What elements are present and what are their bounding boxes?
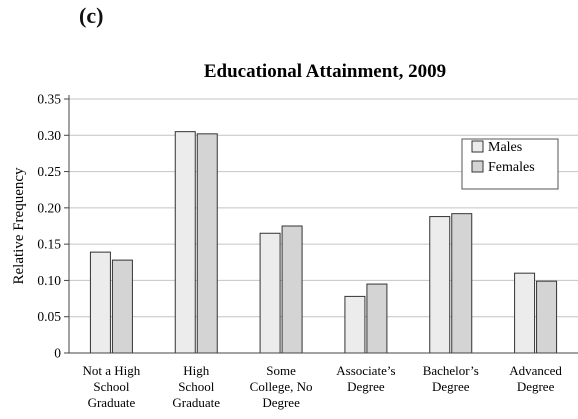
x-tick-label: School <box>93 379 130 394</box>
bar-males-5 <box>515 273 535 353</box>
bar-males-0 <box>90 252 110 353</box>
y-tick-labels: 0 0.05 0.10 0.15 0.20 0.25 0.30 0.35 <box>37 92 61 361</box>
bar-females-2 <box>282 226 302 353</box>
x-tick-label: Advanced <box>509 363 562 378</box>
x-tick-label: College, No <box>250 379 313 394</box>
x-tick-labels: Not a HighSchoolGraduateHighSchoolGradua… <box>83 363 563 410</box>
bar-females-3 <box>367 284 387 353</box>
y-tick-label: 0.25 <box>37 164 61 179</box>
y-tick-label: 0.10 <box>37 273 61 288</box>
y-tick-label: 0.20 <box>37 200 61 215</box>
y-axis-label: Relative Frequency <box>11 167 27 285</box>
bar-females-4 <box>452 214 472 353</box>
y-tick-label: 0.15 <box>37 237 61 252</box>
x-tick-label: Graduate <box>88 395 136 410</box>
chart-title: Educational Attainment, 2009 <box>204 61 446 82</box>
x-tick-label: Degree <box>432 379 470 394</box>
legend-swatch-males <box>472 141 483 152</box>
x-tick-label: Graduate <box>172 395 220 410</box>
x-tick-label: Some <box>266 363 296 378</box>
bar-males-4 <box>430 217 450 353</box>
x-tick-label: Associate’s <box>336 363 395 378</box>
y-tick-label: 0.30 <box>37 128 61 143</box>
bar-females-0 <box>112 260 132 353</box>
x-tick-label: High <box>183 363 210 378</box>
y-tick-label: 0 <box>54 346 61 361</box>
legend: Males Females <box>462 139 558 189</box>
y-tick-label: 0.35 <box>37 92 61 107</box>
legend-swatch-females <box>472 161 483 172</box>
x-tick-label: Not a High <box>83 363 141 378</box>
bar-males-1 <box>175 132 195 353</box>
x-tick-label: Bachelor’s <box>423 363 479 378</box>
axes <box>64 95 578 353</box>
legend-label-females: Females <box>488 160 535 175</box>
legend-label-males: Males <box>488 140 522 155</box>
gridlines <box>69 99 578 317</box>
bar-males-2 <box>260 233 280 353</box>
x-tick-label: Degree <box>262 395 300 410</box>
x-tick-label: Degree <box>347 379 385 394</box>
bar-males-3 <box>345 296 365 353</box>
bar-females-1 <box>197 134 217 353</box>
bar-females-5 <box>537 281 557 353</box>
x-tick-label: Degree <box>517 379 555 394</box>
y-tick-label: 0.05 <box>37 309 61 324</box>
x-tick-label: School <box>178 379 215 394</box>
